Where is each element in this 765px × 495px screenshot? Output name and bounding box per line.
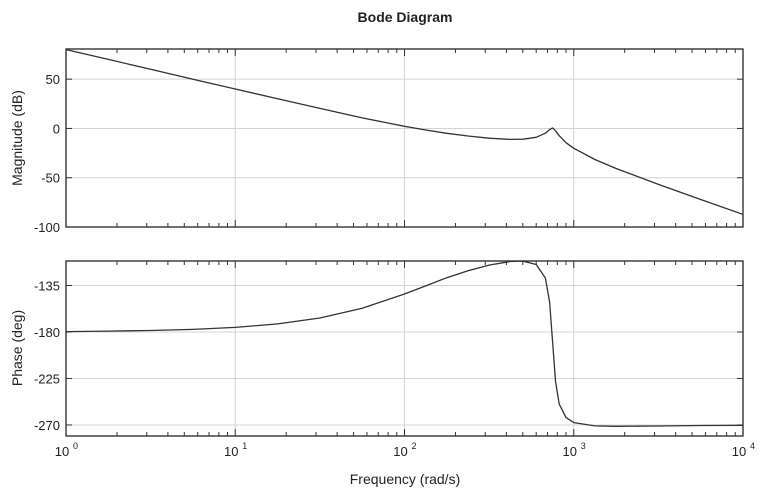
x-tick-exponent: 0 — [73, 441, 78, 451]
x-tick-exponent: 1 — [242, 441, 247, 451]
chart-title: Bode Diagram — [358, 9, 453, 25]
y-tick-label: -50 — [41, 171, 60, 186]
y-tick-label: -180 — [34, 325, 60, 340]
y-tick-label: 50 — [46, 72, 60, 87]
x-axis-label: Frequency (rad/s) — [350, 471, 460, 487]
y-tick-label: -100 — [34, 220, 60, 235]
x-tick-exponent: 2 — [412, 441, 417, 451]
x-tick-exponent: 4 — [750, 441, 755, 451]
x-tick-label: 10 — [732, 444, 746, 459]
magnitude-panel: 50 0 -50 -100 — [34, 48, 744, 235]
phase-y-axis-label: Phase (deg) — [9, 310, 25, 386]
phase-panel: -135 -180 -225 -270 — [34, 260, 744, 437]
magnitude-curve — [66, 49, 743, 216]
x-tick-label: 10 — [224, 444, 238, 459]
x-tick-label: 10 — [55, 444, 69, 459]
y-tick-label: -225 — [34, 371, 60, 386]
x-tick-label: 10 — [563, 444, 577, 459]
y-tick-label: -135 — [34, 278, 60, 293]
magnitude-axes-frame — [65, 48, 744, 228]
y-tick-label: 0 — [53, 121, 60, 136]
y-tick-label: -270 — [34, 418, 60, 433]
phase-axes-frame — [65, 260, 744, 437]
x-tick-exponent: 3 — [581, 441, 586, 451]
magnitude-y-axis-label: Magnitude (dB) — [9, 90, 25, 186]
x-tick-label: 10 — [393, 444, 407, 459]
